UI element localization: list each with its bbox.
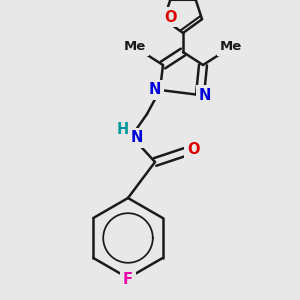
Text: N: N	[131, 130, 143, 146]
Text: O: O	[187, 142, 199, 158]
Text: F: F	[123, 272, 133, 286]
Text: H: H	[117, 122, 129, 137]
Text: Me: Me	[220, 40, 242, 53]
Text: Me: Me	[124, 40, 146, 53]
Text: N: N	[199, 88, 211, 103]
Text: O: O	[165, 10, 177, 25]
Text: N: N	[149, 82, 161, 98]
